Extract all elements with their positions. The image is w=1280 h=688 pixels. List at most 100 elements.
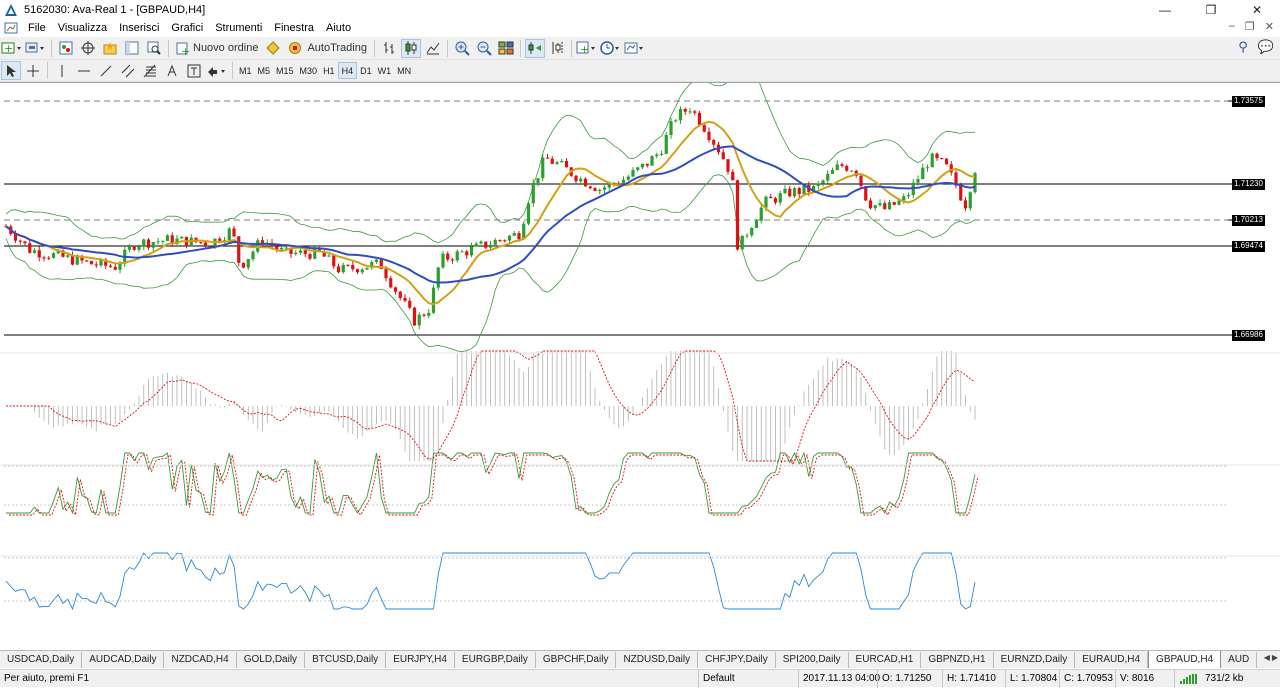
chart-tab[interactable]: NZDUSD,Daily [616, 652, 699, 668]
profiles-icon [25, 42, 44, 53]
timeframe-m15[interactable]: M15 [276, 65, 294, 76]
candle-body [469, 246, 474, 256]
bar-chart-button[interactable] [379, 39, 399, 58]
chart-shift-button[interactable] [547, 39, 567, 58]
candle-body [99, 259, 103, 266]
text-label-button[interactable] [184, 61, 204, 80]
chart-tab[interactable]: GBPNZD,H1 [921, 652, 994, 668]
tabs-scroll-right-icon[interactable]: ▶ [1271, 653, 1278, 662]
candle-body [631, 169, 635, 177]
candle-body [659, 153, 664, 155]
templates-button[interactable] [624, 39, 646, 58]
terminal-button[interactable] [122, 39, 142, 58]
line-studies-toolbar: M1 M5 M15 M30 H1 H4 D1 W1 MN [0, 60, 1280, 82]
chart-tab[interactable]: BTCUSD,Daily [305, 652, 387, 668]
chart-tab[interactable]: SPI200,Daily [776, 652, 849, 668]
timeframe-mn[interactable]: MN [397, 65, 412, 76]
metaeditor-button[interactable] [263, 39, 283, 58]
mdi-restore-button[interactable]: ❐ [1244, 21, 1255, 33]
indicators-button[interactable]: + [576, 39, 598, 58]
timeframe-h4[interactable]: H4 [337, 62, 358, 79]
menu-help[interactable]: Aiuto [326, 22, 352, 34]
menu-window[interactable]: Finestra [274, 22, 315, 34]
chart-tab[interactable]: GOLD,Daily [237, 652, 306, 668]
new-chart-button[interactable]: + [1, 39, 23, 58]
menu-view[interactable]: Visualizza [57, 22, 108, 34]
candlestick-chart-button[interactable] [400, 38, 421, 58]
maximize-button[interactable]: ❐ [1205, 3, 1217, 17]
tabs-scroll-left-icon[interactable]: ◀ [1263, 653, 1270, 662]
candle-body [127, 246, 132, 250]
candle-body [199, 242, 203, 244]
chat-icon[interactable]: 💬 [1257, 39, 1274, 54]
strategy-tester-button[interactable] [144, 39, 164, 58]
auto-scroll-button[interactable] [524, 38, 545, 58]
moving-averages [5, 120, 976, 306]
timeframe-h1[interactable]: H1 [323, 65, 335, 76]
toolbar-separator [232, 62, 233, 79]
zoom-out-button[interactable] [474, 39, 494, 58]
timeframe-m5[interactable]: M5 [257, 65, 271, 76]
market-watch-button[interactable] [56, 39, 76, 58]
candle-body [493, 240, 497, 245]
trendline-button[interactable] [96, 61, 116, 80]
horizontal-line-button[interactable] [74, 61, 94, 80]
chart-tab[interactable]: NZDCAD,H4 [164, 652, 237, 668]
chart-tab[interactable]: CHFJPY,Daily [698, 652, 776, 668]
candle-body [450, 259, 455, 261]
text-button[interactable] [162, 61, 182, 80]
navigator-button[interactable] [100, 39, 120, 58]
zoom-in-button[interactable] [452, 39, 472, 58]
candle-body [85, 260, 89, 262]
new-order-button[interactable]: + Nuovo ordine [173, 39, 261, 58]
chart-window[interactable]: 1.73575 1.71230 1.70213 1.69474 1.66986 [0, 82, 1280, 649]
tile-windows-button[interactable] [496, 39, 516, 58]
data-window-button[interactable] [78, 39, 98, 58]
slow-moving-average-line [5, 145, 976, 284]
periods-button[interactable] [600, 39, 622, 58]
profiles-button[interactable] [25, 39, 47, 58]
fibonacci-button[interactable] [140, 61, 160, 80]
minimize-button[interactable]: — [1159, 3, 1171, 17]
mdi-minimize-button[interactable]: – [1228, 20, 1235, 32]
new-order-label: Nuovo ordine [193, 42, 259, 54]
timeframe-m1[interactable]: M1 [239, 65, 252, 76]
chart-tab[interactable]: AUD [1221, 652, 1258, 668]
chart-tab[interactable]: EURAUD,H4 [1075, 652, 1149, 668]
cursor-button[interactable] [1, 61, 21, 80]
timeframe-d1[interactable]: D1 [360, 65, 372, 76]
chart-tab[interactable]: USDCAD,Daily [0, 652, 83, 668]
chart-tab[interactable]: GBPCHF,Daily [536, 652, 617, 668]
candle-body [360, 269, 364, 273]
menu-insert[interactable]: Inserisci [119, 22, 160, 34]
candle-body [674, 120, 678, 122]
close-button[interactable]: ✕ [1251, 3, 1263, 17]
arrows-button[interactable] [206, 61, 228, 80]
mdi-close-button[interactable]: ✕ [1264, 21, 1274, 33]
menu-charts[interactable]: Grafici [171, 22, 204, 34]
candle-body [408, 300, 412, 308]
price-chart[interactable] [0, 83, 1280, 650]
timeframe-m30[interactable]: M30 [299, 65, 318, 76]
timeframe-w1[interactable]: W1 [377, 65, 392, 76]
candle-body [512, 233, 516, 236]
line-chart-button[interactable] [423, 39, 443, 58]
search-icon[interactable]: ⚲ [1238, 39, 1248, 54]
crosshair-button[interactable] [23, 61, 43, 80]
autotrading-button[interactable]: AutoTrading [285, 39, 370, 58]
chart-tab[interactable]: AUDCAD,Daily [82, 652, 165, 668]
candle-body [702, 125, 706, 132]
equidistant-channel-button[interactable] [118, 61, 138, 80]
chart-tab[interactable]: EURGBP,Daily [455, 652, 536, 668]
chart-tab[interactable]: EURCAD,H1 [849, 652, 922, 668]
app-logo-icon [5, 4, 17, 16]
chart-tab[interactable]: EURNZD,Daily [994, 652, 1076, 668]
zoom-out-icon [477, 41, 492, 56]
menu-file[interactable]: File [28, 22, 46, 34]
vertical-line-button[interactable] [52, 61, 72, 80]
chart-window-icon[interactable] [4, 22, 18, 34]
menu-tools[interactable]: Strumenti [215, 22, 263, 34]
chart-tab[interactable]: EURJPY,H4 [386, 652, 455, 668]
candle-body [949, 164, 953, 173]
chart-tab-active[interactable]: GBPAUD,H4 [1148, 651, 1222, 668]
